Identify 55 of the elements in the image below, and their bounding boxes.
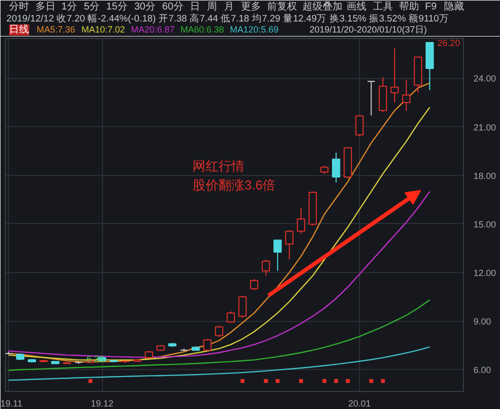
text: 帮助 <box>398 0 419 12</box>
x-tick-label: 19.11 <box>0 398 22 408</box>
text: 15分 <box>106 0 128 12</box>
chart-title: 2019/12/12 收7.20 幅-2.44%(-0.18) 开7.38 高7.44 低7.18 均7.29 量12.49万 换3.15% 振3.52% 额9110万 <box>6 12 449 24</box>
y-tick-label: 6.00 <box>474 365 492 376</box>
y-tick-label: 24.00 <box>474 74 496 84</box>
text: F9 <box>425 2 438 12</box>
line-series <box>8 346 430 381</box>
candlestick <box>273 240 282 272</box>
candlestick <box>238 295 247 318</box>
text: 26.20 <box>438 38 460 48</box>
text: MA20:6.87 <box>130 24 175 34</box>
text: 分时 <box>9 0 30 12</box>
candlestick <box>355 114 364 137</box>
text: MA60:6.38 <box>180 24 224 34</box>
annotation: 网红行情 <box>192 158 244 174</box>
text: 60分 <box>162 0 184 12</box>
chart-subtitle: 2019/11/20-2020/01/10(37日) <box>309 24 427 34</box>
candlestick <box>332 152 340 183</box>
text: 1分 <box>61 0 77 12</box>
text: 多日 <box>35 0 56 12</box>
candlestick <box>203 338 212 352</box>
text: 工具 <box>372 2 393 12</box>
y-tick-label: 21.00 <box>474 122 496 132</box>
y-tick-label: 9.00 <box>474 316 492 327</box>
text: 更多 <box>240 0 261 12</box>
text: MA10:7.02 <box>82 24 126 34</box>
candlestick <box>214 325 224 338</box>
y-tick-label: 15.00 <box>474 219 496 230</box>
candlestick <box>402 79 410 112</box>
text: 30分 <box>134 0 156 12</box>
text: 前复权 <box>267 0 298 12</box>
text: 画线 <box>346 0 367 12</box>
x-tick-label: 19.12 <box>90 398 114 408</box>
text: 周 <box>207 2 218 12</box>
text: 月 <box>224 2 234 12</box>
text: 隐藏 <box>444 0 464 12</box>
candlestick <box>285 230 294 260</box>
line-series <box>8 299 430 372</box>
candlestick <box>262 259 270 276</box>
y-tick-label: 18.00 <box>474 170 496 181</box>
candlestick <box>367 80 376 116</box>
text: 日 <box>190 2 200 12</box>
candlestick <box>296 207 306 234</box>
text: 超级叠加 <box>302 0 342 12</box>
candlestick <box>390 48 399 103</box>
x-tick-label: 20.01 <box>348 398 371 408</box>
text: MA5:7.36 <box>36 24 76 34</box>
y-tick-label: 12.00 <box>474 268 496 278</box>
annotation: 6.36 <box>86 354 104 364</box>
text: MA120:5.69 <box>230 24 278 34</box>
candlestick <box>250 278 258 291</box>
text: 5分 <box>84 0 100 12</box>
annotation: 股价翻涨3.6倍 <box>192 178 276 192</box>
legend-title: 日线 <box>9 24 30 36</box>
